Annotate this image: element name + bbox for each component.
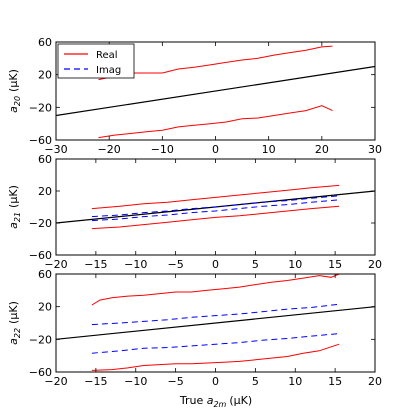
x-tick-label: −5 — [168, 258, 184, 271]
x-tick-label: 15 — [328, 258, 342, 271]
plot-area — [56, 184, 375, 230]
y-tick-label: 20 — [38, 185, 52, 198]
imag-line-5 — [91, 199, 340, 222]
x-tick-label: −5 — [168, 375, 184, 388]
imag-line-3 — [91, 303, 340, 326]
x-tick-label: 5 — [252, 258, 259, 271]
x-tick-label: 20 — [368, 258, 382, 271]
x-axis-label: True a2m (μK) — [179, 394, 252, 409]
x-tick-label: 10 — [288, 258, 302, 271]
x-tick-label: −15 — [84, 375, 107, 388]
x-tick-label: 0 — [212, 258, 219, 271]
x-tick-label: 15 — [328, 375, 342, 388]
y-tick-label: −60 — [29, 366, 52, 379]
plot-area — [56, 45, 375, 139]
y-tick-label: −20 — [29, 101, 52, 114]
x-tick-label: −10 — [124, 375, 147, 388]
x-tick-label: 20 — [368, 375, 382, 388]
y-axis-label: a22(μK) — [7, 301, 22, 345]
reference-line-1 — [56, 306, 375, 340]
imag-line-4 — [91, 333, 340, 354]
real-line-2 — [91, 184, 340, 210]
legend: Real Imag — [57, 43, 135, 79]
y-tick-label: 60 — [38, 268, 52, 281]
y-axis-label: a20(μK) — [7, 69, 22, 113]
x-tick-label: −10 — [124, 258, 147, 271]
x-tick-label: 10 — [262, 143, 276, 156]
y-tick-label: −20 — [29, 333, 52, 346]
real-line-5 — [91, 343, 340, 371]
x-tick-label: 30 — [368, 143, 382, 156]
legend-label-2: Imag — [96, 65, 121, 76]
x-tick-label: −10 — [151, 143, 174, 156]
x-tick-label: 0 — [212, 143, 219, 156]
x-tick-label: 0 — [212, 375, 219, 388]
x-tick-label: −20 — [98, 143, 121, 156]
y-tick-label: 20 — [38, 69, 52, 82]
real-line-3 — [91, 205, 340, 230]
y-tick-label: 60 — [38, 153, 52, 166]
x-tick-label: −15 — [84, 258, 107, 271]
y-tick-label: −60 — [29, 249, 52, 262]
real-line-2 — [98, 45, 333, 81]
imag-line-4 — [91, 195, 340, 218]
x-tick-label: −20 — [44, 375, 67, 388]
x-tick-label: 20 — [315, 143, 329, 156]
real-line-2 — [91, 274, 340, 306]
y-axis-label: a21(μK) — [7, 185, 22, 229]
chart-panel-1: −30 −20 −10 0 10 20 30 −60 −20 20 60 a20(μK) Real Ima… — [7, 36, 382, 156]
x-tick-label: 10 — [288, 375, 302, 388]
y-tick-label: −60 — [29, 134, 52, 147]
legend-label-1: Real — [96, 50, 118, 61]
x-tick-label: −30 — [44, 143, 67, 156]
y-tick-label: −20 — [29, 217, 52, 230]
plot-area — [56, 274, 375, 371]
real-line-3 — [98, 105, 333, 139]
reference-line-1 — [56, 65, 375, 117]
legend-box — [57, 43, 135, 79]
x-tick-label: 5 — [252, 375, 259, 388]
y-tick-label: 20 — [38, 301, 52, 314]
x-tick-label: −20 — [44, 258, 67, 271]
y-tick-label: 60 — [38, 36, 52, 49]
